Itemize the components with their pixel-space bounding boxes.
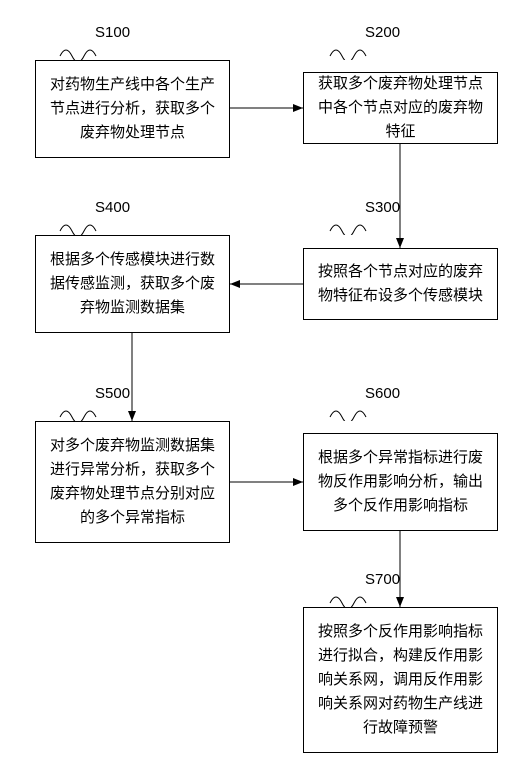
flowchart-node-s100: 对药物生产线中各个生产节点进行分析，获取多个废弃物处理节点	[35, 60, 230, 158]
node-text: 对多个废弃物监测数据集进行异常分析，获取多个废弃物处理节点分别对应的多个异常指标	[48, 434, 217, 530]
arrow-s100-s200	[220, 98, 313, 118]
step-label-s400: S400	[95, 199, 130, 216]
node-text: 根据多个传感模块进行数据传感监测，获取多个废弃物监测数据集	[48, 248, 217, 320]
arrow-s200-s300	[390, 134, 410, 258]
arrow-s600-s700	[390, 521, 410, 617]
node-text: 按照多个反作用影响指标进行拟合，构建反作用影响关系网，调用反作用影响关系网对药物…	[316, 620, 485, 740]
node-text: 按照各个节点对应的废弃物特征布设多个传感模块	[316, 260, 485, 308]
arrow-s400-s500	[122, 323, 142, 431]
flowchart-node-s700: 按照多个反作用影响指标进行拟合，构建反作用影响关系网，调用反作用影响关系网对药物…	[303, 607, 498, 753]
step-label-s100: S100	[95, 24, 130, 41]
squiggle-icon	[328, 42, 368, 60]
arrow-s300-s400	[220, 274, 313, 294]
squiggle-icon	[58, 217, 98, 235]
flowchart-node-s500: 对多个废弃物监测数据集进行异常分析，获取多个废弃物处理节点分别对应的多个异常指标	[35, 421, 230, 543]
squiggle-icon	[328, 217, 368, 235]
arrow-s500-s600	[220, 472, 313, 492]
node-text: 根据多个异常指标进行废物反作用影响分析，输出多个反作用影响指标	[316, 446, 485, 518]
squiggle-icon	[328, 403, 368, 421]
squiggle-icon	[58, 42, 98, 60]
step-label-s200: S200	[365, 24, 400, 41]
squiggle-icon	[328, 589, 368, 607]
step-label-s600: S600	[365, 385, 400, 402]
node-text: 对药物生产线中各个生产节点进行分析，获取多个废弃物处理节点	[48, 73, 217, 145]
flowchart-node-s300: 按照各个节点对应的废弃物特征布设多个传感模块	[303, 248, 498, 320]
flowchart-node-s400: 根据多个传感模块进行数据传感监测，获取多个废弃物监测数据集	[35, 235, 230, 333]
squiggle-icon	[58, 403, 98, 421]
flowchart-node-s600: 根据多个异常指标进行废物反作用影响分析，输出多个反作用影响指标	[303, 433, 498, 531]
